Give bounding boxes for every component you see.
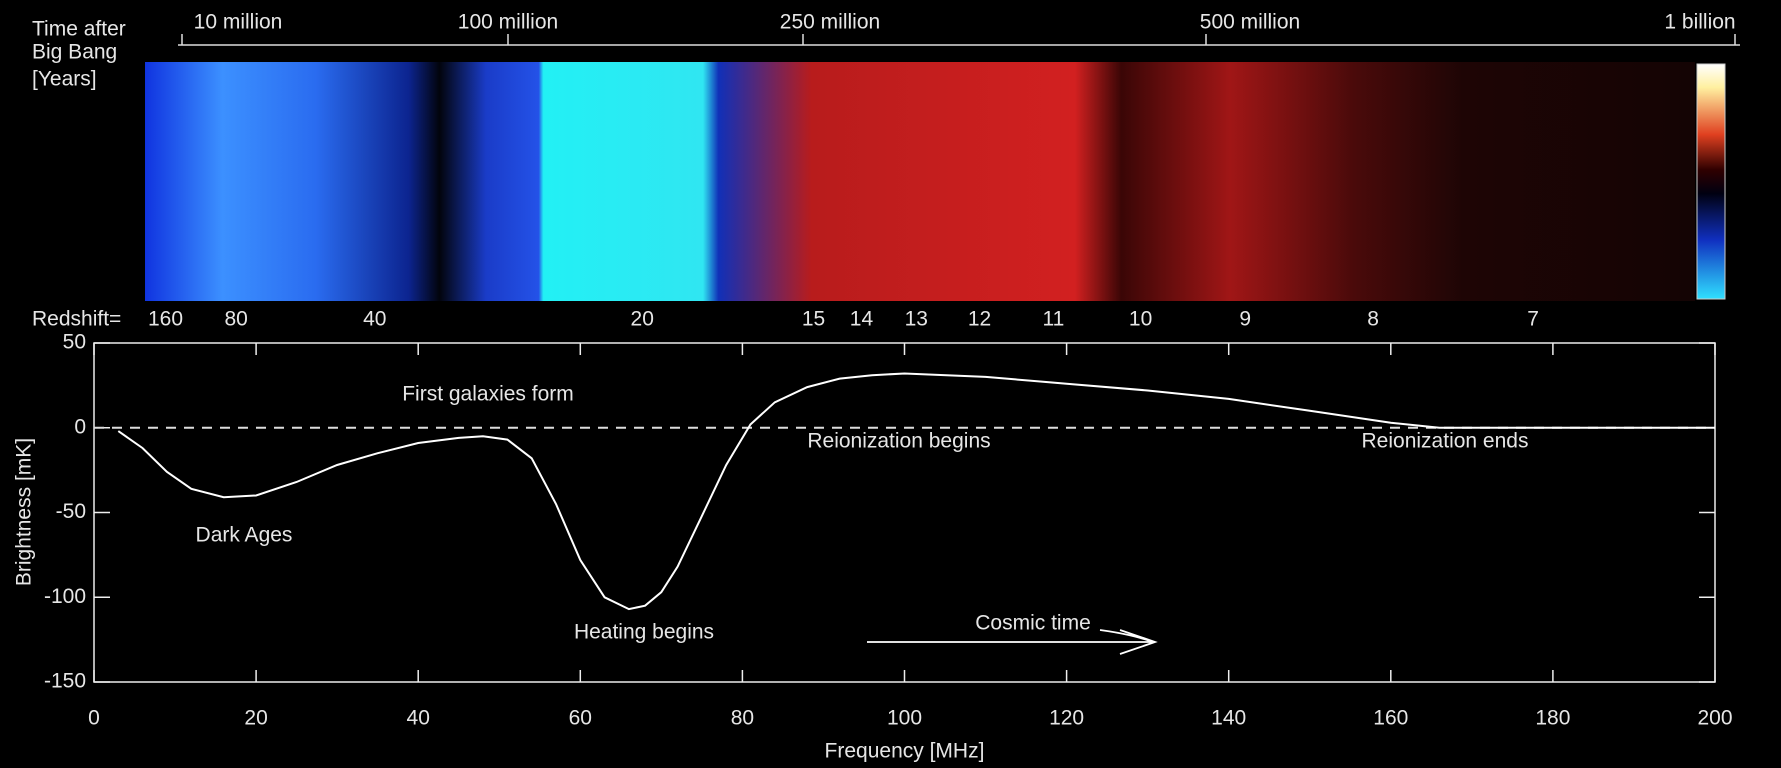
x-tick-label: 140 — [1211, 707, 1246, 730]
redshift-label: 10 — [1129, 308, 1152, 331]
x-tick-label: 100 — [887, 707, 922, 730]
x-tick-label: 80 — [731, 707, 754, 730]
page: {"chart_data": { "type": "line", "x": [3… — [0, 0, 1781, 768]
redshift-label: 80 — [224, 308, 247, 331]
x-tick-label: 180 — [1535, 707, 1570, 730]
redshift-label: 12 — [968, 308, 991, 331]
annotation: Cosmic time — [975, 612, 1091, 635]
time-axis-title: [Years] — [32, 68, 97, 91]
color-bar — [1697, 64, 1725, 299]
annotation: Reionization begins — [807, 430, 990, 453]
time-label: 1 billion — [1664, 11, 1735, 34]
time-label: 100 million — [458, 11, 558, 34]
annotation: First galaxies form — [402, 383, 574, 406]
brightness-line — [118, 374, 1715, 610]
redshift-label: 9 — [1239, 308, 1251, 331]
redshift-label: 160 — [148, 308, 183, 331]
time-axis-title: Time after — [32, 18, 126, 41]
annotation: Dark Ages — [196, 524, 293, 547]
time-label: 250 million — [780, 11, 880, 34]
x-tick-label: 20 — [244, 707, 267, 730]
time-axis-title: Big Bang — [32, 41, 117, 64]
y-axis-label: Brightness [mK] — [13, 438, 36, 586]
y-tick-label: -100 — [44, 585, 86, 608]
x-tick-label: 60 — [569, 707, 592, 730]
y-tick-label: -50 — [56, 500, 86, 523]
time-label: 10 million — [194, 11, 283, 34]
redshift-label: 7 — [1527, 308, 1539, 331]
simulation-strip — [145, 62, 1695, 301]
x-tick-label: 40 — [407, 707, 430, 730]
annotation: Reionization ends — [1362, 430, 1529, 453]
chart: -150 -100 -50 0 50 0 20 40 60 80 100 120 140 160 180 20… — [0, 0, 1781, 768]
x-axis-label: Frequency [MHz] — [825, 740, 985, 763]
redshift-label: 14 — [850, 308, 874, 331]
x-tick-label: 0 — [88, 707, 100, 730]
y-tick-label: -150 — [44, 670, 86, 693]
y-tick-label: 50 — [63, 331, 86, 354]
redshift-title: Redshift= — [32, 308, 121, 331]
y-tick-label: 0 — [74, 415, 86, 438]
redshift-label: 40 — [363, 308, 386, 331]
time-label: 500 million — [1200, 11, 1300, 34]
redshift-label: 8 — [1367, 308, 1379, 331]
redshift-label: 15 — [802, 308, 825, 331]
plot-frame — [94, 343, 1715, 682]
redshift-label: 13 — [905, 308, 928, 331]
x-tick-label: 160 — [1373, 707, 1408, 730]
redshift-label: 20 — [631, 308, 654, 331]
x-tick-label: 120 — [1049, 707, 1084, 730]
x-tick-label: 200 — [1697, 707, 1732, 730]
annotation: Heating begins — [574, 621, 714, 644]
redshift-label: 11 — [1042, 308, 1064, 331]
